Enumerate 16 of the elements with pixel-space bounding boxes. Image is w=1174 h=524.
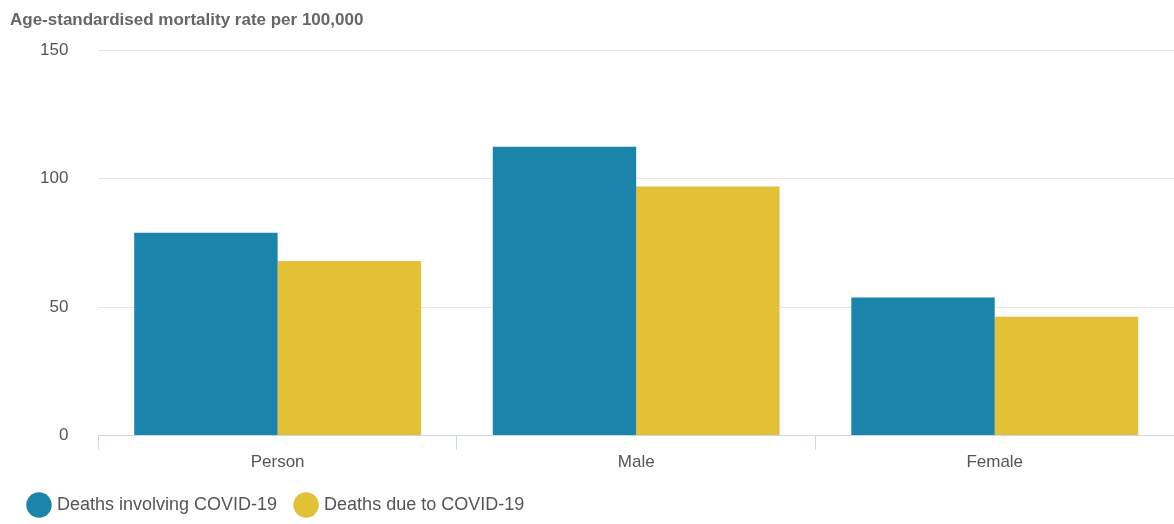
x-tick-label: Male: [617, 452, 655, 472]
y-axis-title: Age-standardised mortality rate per 100,000: [10, 9, 364, 29]
bar: [636, 186, 780, 436]
y-tick-label: 50: [49, 296, 69, 316]
legend-label: Deaths due to COVID-19: [324, 493, 525, 514]
bar: [851, 297, 995, 436]
x-tick-label: Person: [250, 452, 305, 472]
bar: [277, 260, 422, 436]
x-tick-label: Female: [966, 452, 1024, 472]
bar: [134, 232, 278, 436]
bar: [994, 316, 1139, 436]
y-tick-label: 150: [39, 40, 69, 60]
y-tick-label: 0: [58, 425, 69, 445]
bar: [492, 146, 637, 436]
legend-label: Deaths involving COVID-19: [57, 493, 278, 514]
y-tick-label: 100: [39, 168, 69, 188]
